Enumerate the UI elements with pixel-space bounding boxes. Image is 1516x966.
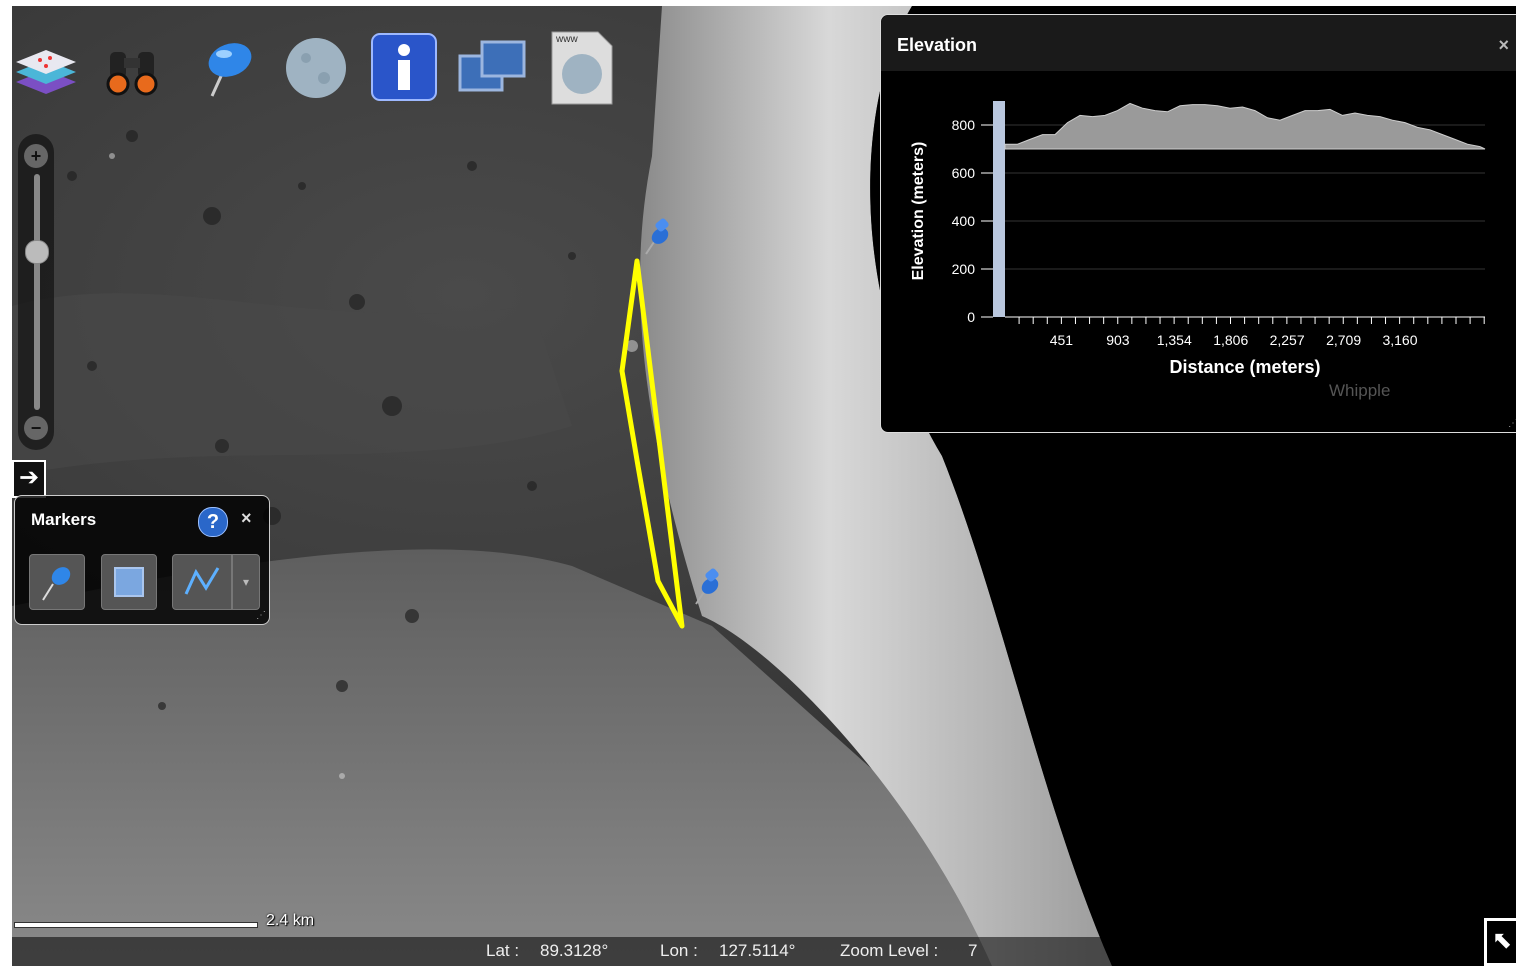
markers-panel: Markers ? × ▾ ⋰ — [14, 495, 270, 625]
elevation-header — [881, 15, 1516, 71]
zoom-slider[interactable]: + − — [18, 134, 54, 450]
zoom-level-label: Zoom Level : — [840, 941, 939, 960]
lat-value: 89.3128° — [540, 941, 609, 960]
x-tick-label: 2,709 — [1326, 332, 1361, 348]
x-tick-label: 3,160 — [1382, 332, 1417, 348]
elevation-panel: Elevation × 0 200 400 600 800 451 903 1,354 1,8… — [880, 14, 1516, 433]
pin-marker-button[interactable] — [29, 554, 85, 610]
moon-globe-button[interactable] — [280, 28, 352, 106]
lunar-map[interactable]: www + − ➔ Markers ? × ▾ — [12, 6, 1516, 966]
map-pin-start-icon[interactable] — [638, 216, 674, 260]
square-marker-button[interactable] — [101, 554, 157, 610]
y-axis-bar — [993, 101, 1005, 317]
layers-button[interactable] — [12, 28, 82, 106]
elevation-chart: 0 200 400 600 800 451 903 1,354 1,806 2,257 2,709… — [910, 101, 1486, 377]
web-document-button[interactable]: www — [546, 28, 618, 106]
expand-panel-button[interactable]: ➔ — [12, 460, 46, 498]
zoom-in-button[interactable]: + — [24, 144, 48, 168]
info-icon — [371, 33, 437, 101]
close-elevation-button[interactable]: × — [1498, 35, 1509, 55]
zoom-thumb[interactable] — [25, 240, 49, 264]
windows-button[interactable] — [456, 28, 528, 106]
resize-grip-icon[interactable]: ⋰ — [1508, 418, 1516, 429]
x-tick-label: 1,806 — [1213, 332, 1248, 348]
y-tick-label: 800 — [952, 117, 976, 133]
elevation-title: Elevation — [897, 35, 978, 55]
lon-label: Lon : — [660, 941, 698, 960]
layers-icon — [16, 50, 76, 94]
lat-label: Lat : — [486, 941, 520, 960]
scale-label: 2.4 km — [266, 912, 315, 929]
pushpin-tool-button[interactable] — [192, 28, 264, 106]
y-tick-label: 600 — [952, 165, 976, 181]
zoom-track[interactable] — [34, 174, 40, 410]
scale-bar — [14, 922, 258, 928]
pin-marker-icon — [42, 567, 71, 601]
whipple-map-label: Whipple — [1329, 381, 1391, 400]
help-icon[interactable]: ? — [198, 507, 228, 537]
y-tick-label: 200 — [952, 261, 976, 277]
zoom-level-value: 7 — [968, 941, 978, 960]
chevron-down-icon[interactable]: ▾ — [232, 554, 260, 610]
resize-grip-icon[interactable]: ⋰ — [256, 610, 266, 621]
x-tick-label: 1,354 — [1157, 332, 1192, 348]
yellow-path[interactable] — [619, 258, 685, 629]
markers-title: Markers — [31, 510, 97, 529]
info-button[interactable] — [368, 28, 440, 106]
x-tick-label: 2,257 — [1270, 332, 1305, 348]
x-tick-label: 903 — [1106, 332, 1130, 348]
map-pin-end-icon[interactable] — [688, 566, 724, 610]
binoculars-button[interactable] — [96, 28, 168, 106]
path-marker-icon — [184, 567, 220, 595]
path-marker-button[interactable] — [172, 554, 232, 610]
drawn-path-overlay — [619, 258, 685, 629]
pushpin-tool-icon — [208, 43, 252, 97]
y-axis-label: Elevation (meters) — [910, 142, 927, 281]
windows-icon — [458, 40, 526, 92]
x-axis-label: Distance (meters) — [1169, 357, 1320, 377]
status-bar: Lat : 89.3128° Lon : 127.5114° Zoom Leve… — [12, 937, 1516, 966]
y-tick-label: 0 — [967, 309, 975, 325]
zoom-out-button[interactable]: − — [24, 416, 48, 440]
binoculars-icon — [106, 52, 158, 96]
close-markers-button[interactable]: × — [241, 508, 252, 528]
moon-globe-icon — [286, 38, 346, 98]
corner-arrow-icon[interactable]: ⬉ — [1484, 918, 1516, 966]
y-tick-label: 400 — [952, 213, 976, 229]
square-marker-icon — [114, 567, 144, 597]
web-document-icon: www — [551, 31, 613, 105]
elevation-area — [1004, 102, 1486, 150]
lon-value: 127.5114° — [719, 941, 796, 960]
www-label: www — [555, 34, 578, 45]
x-tick-label: 451 — [1050, 332, 1074, 348]
